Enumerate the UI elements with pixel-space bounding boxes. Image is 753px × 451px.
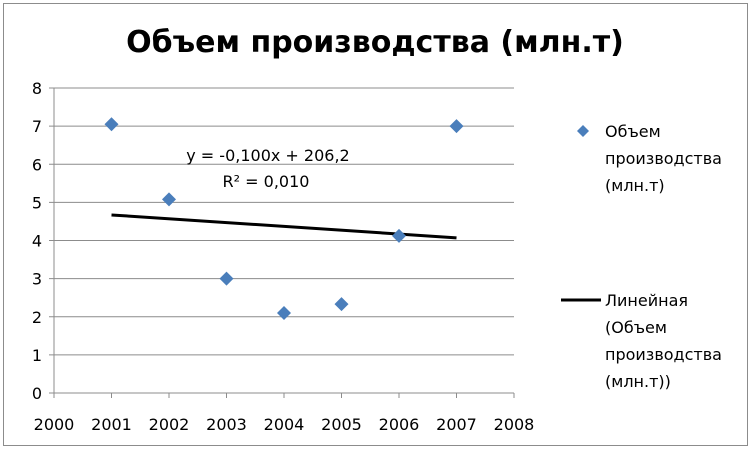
y-tick-label: 2 bbox=[32, 308, 42, 327]
axes bbox=[49, 87, 515, 398]
data-point bbox=[334, 297, 349, 312]
trendline bbox=[111, 213, 457, 240]
data-point bbox=[219, 271, 234, 286]
y-tick-label: 8 bbox=[32, 79, 42, 98]
x-tick-label: 2002 bbox=[149, 415, 190, 434]
legend-label-trendline-line: производства bbox=[605, 345, 722, 364]
gridlines bbox=[54, 87, 514, 356]
data-point bbox=[449, 119, 464, 134]
y-tick-label: 0 bbox=[32, 384, 42, 403]
x-tick-label: 2006 bbox=[379, 415, 420, 434]
chart-area bbox=[3, 3, 748, 446]
trendline-r-squared: R² = 0,010 bbox=[223, 172, 310, 191]
legend-label-trendline-line: (Объем bbox=[605, 318, 667, 337]
x-tick-label: 2000 bbox=[34, 415, 75, 434]
y-tick-label: 5 bbox=[32, 193, 42, 212]
data-points bbox=[104, 117, 464, 320]
x-tick-label: 2008 bbox=[494, 415, 535, 434]
legend: Объем производства (млн.т) Линейная (Объем пр… bbox=[561, 122, 722, 391]
trendline-equation: y = -0,100x + 206,2 bbox=[186, 146, 349, 165]
legend-label-series-line: (млн.т) bbox=[605, 176, 665, 195]
legend-label-trendline-line: (млн.т)) bbox=[605, 372, 671, 391]
y-tick-label: 6 bbox=[32, 155, 42, 174]
y-tick-label: 4 bbox=[32, 232, 42, 251]
legend-label-trendline-line: Линейная bbox=[605, 291, 688, 310]
chart-title: Объем производства (млн.т) bbox=[126, 25, 624, 60]
x-tick-label: 2001 bbox=[91, 415, 132, 434]
x-tick-label: 2007 bbox=[436, 415, 477, 434]
legend-label-series-line: производства bbox=[605, 149, 722, 168]
legend-marker-series bbox=[577, 125, 589, 137]
trendline-line bbox=[111, 213, 457, 240]
data-point bbox=[104, 117, 119, 132]
x-tick-label: 2004 bbox=[264, 415, 305, 434]
x-axis-tick-labels: 2000 2001 2002 2003 2004 2005 2006 2007 2008 bbox=[34, 415, 535, 434]
y-tick-label: 1 bbox=[32, 346, 42, 365]
x-tick-label: 2003 bbox=[206, 415, 247, 434]
data-point bbox=[162, 192, 176, 207]
y-tick-label: 7 bbox=[32, 117, 42, 136]
y-axis-tick-labels: 0 1 2 3 4 5 6 7 8 bbox=[32, 79, 42, 403]
data-point bbox=[277, 305, 291, 320]
y-tick-label: 3 bbox=[32, 270, 42, 289]
legend-label-series-line: Объем bbox=[605, 122, 661, 141]
x-tick-label: 2005 bbox=[321, 415, 362, 434]
data-point bbox=[392, 228, 406, 243]
